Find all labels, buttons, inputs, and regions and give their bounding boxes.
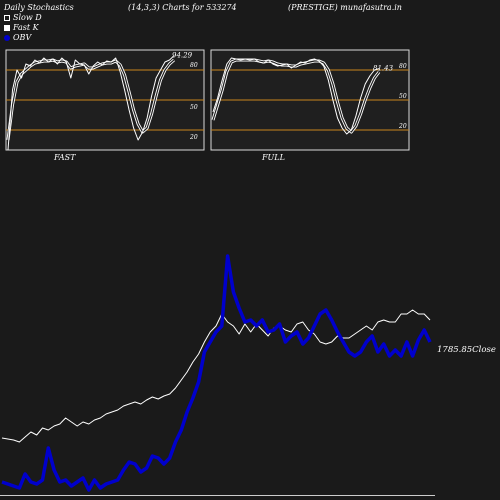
- close-line: [1, 309, 431, 443]
- full-last-value-label: 81.43: [373, 65, 394, 73]
- full-panel-label: FULL: [262, 153, 285, 162]
- fast-last-value-label: 94.29: [172, 52, 193, 60]
- legend-swatch-obv: [4, 34, 10, 41]
- fast-level-label-20: 20: [189, 134, 198, 141]
- legend-swatch-fast-k: [4, 24, 10, 31]
- fast-fast-k-line: [7, 55, 175, 151]
- full-level-label-20: 20: [398, 123, 407, 130]
- legend-label-obv: OBV: [13, 33, 32, 42]
- fast-level-label-80: 80: [190, 62, 198, 69]
- legend-swatch-slow-d: [4, 14, 10, 21]
- fast-level-label-50: 50: [190, 104, 198, 111]
- legend-label-fast-k: Fast K: [13, 23, 39, 32]
- legend-item-fast-k: Fast K: [4, 23, 39, 32]
- full-level-label-80: 80: [399, 63, 407, 70]
- legend-label-slow-d: Slow D: [13, 13, 42, 22]
- fast-panel-label: FAST: [54, 153, 76, 162]
- fast-slow-d-line: [7, 59, 175, 141]
- full-level-label-50: 50: [399, 93, 407, 100]
- close-label: 1785.85Close: [437, 345, 496, 355]
- obv-line: [1, 254, 432, 492]
- legend-item-obv: OBV: [4, 33, 31, 42]
- chart-title-left: Daily Stochastics: [4, 3, 74, 12]
- full-fast-k-line: [212, 57, 380, 135]
- chart-title-right: (PRESTIGE) munafasutra.in: [288, 3, 402, 12]
- chart-title-center: (14,3,3) Charts for 533274: [128, 3, 237, 12]
- legend-item-slow-d: Slow D: [4, 13, 42, 22]
